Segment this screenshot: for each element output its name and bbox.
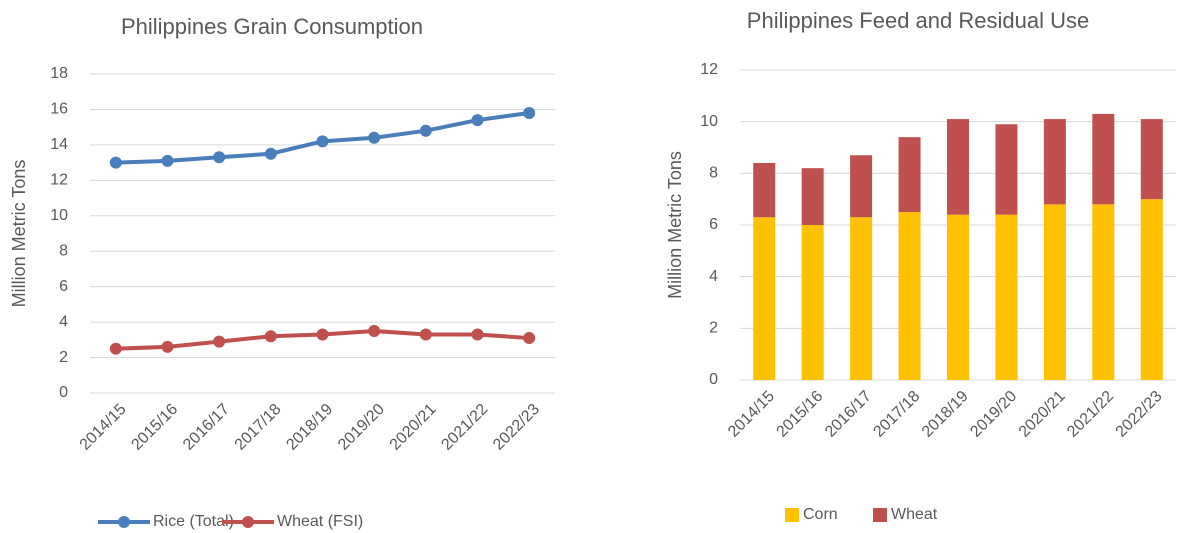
y-tick-label: 16	[50, 101, 68, 118]
bar-segment	[753, 217, 776, 380]
x-tick-label: 2016/17	[180, 401, 233, 454]
chart-title: Philippines Grain Consumption	[121, 14, 423, 39]
y-tick-label: 8	[709, 165, 718, 182]
legend-label: Corn	[803, 506, 838, 523]
y-tick-label: 14	[50, 136, 68, 153]
legend-marker	[242, 516, 254, 528]
bar-segment	[995, 214, 1018, 380]
y-tick-label: 4	[59, 313, 68, 330]
x-tick-label: 2021/22	[438, 401, 491, 454]
y-axis-title: Million Metric Tons	[665, 151, 685, 299]
y-tick-label: 8	[59, 242, 68, 259]
point	[471, 114, 484, 127]
y-tick-label: 0	[709, 371, 718, 388]
bar-segment	[753, 163, 776, 218]
bar-segment	[947, 119, 969, 215]
bar-segment	[801, 225, 824, 380]
point	[109, 342, 122, 355]
y-tick-label: 18	[50, 65, 68, 82]
y-tick-label: 10	[700, 113, 718, 130]
point	[316, 135, 329, 148]
x-tick-label: 2019/20	[335, 401, 388, 454]
point	[213, 151, 226, 164]
point	[419, 124, 432, 137]
bar-segment	[801, 168, 824, 225]
y-tick-label: 10	[50, 207, 68, 224]
legend-label: Rice (Total)	[153, 513, 234, 530]
point	[161, 154, 174, 167]
legend-label: Wheat (FSI)	[277, 513, 363, 530]
y-tick-label: 4	[709, 268, 718, 285]
bar-segment	[850, 217, 873, 380]
bar-segment	[995, 124, 1018, 215]
x-tick-label: 2022/23	[490, 401, 543, 454]
y-tick-label: 12	[700, 61, 718, 78]
x-tick-label: 2020/21	[1016, 388, 1069, 441]
x-tick-label: 2014/15	[725, 388, 778, 441]
x-tick-label: 2015/16	[128, 401, 181, 454]
bar-segment	[1043, 204, 1066, 380]
y-tick-label: 2	[59, 349, 68, 366]
x-tick-label: 2018/19	[919, 388, 972, 441]
bar-segment	[1140, 119, 1163, 200]
point	[264, 147, 277, 160]
bar-segment	[1140, 199, 1163, 380]
point	[213, 335, 226, 348]
y-tick-label: 6	[59, 278, 68, 295]
x-tick-label: 2022/23	[1113, 388, 1166, 441]
x-tick-label: 2021/22	[1064, 388, 1117, 441]
x-tick-label: 2017/18	[232, 401, 285, 454]
x-tick-label: 2017/18	[870, 388, 923, 441]
y-tick-label: 0	[59, 384, 68, 401]
point	[523, 106, 536, 119]
point	[109, 156, 122, 169]
bar-segment	[850, 155, 873, 218]
point	[523, 332, 536, 345]
chart-title: Philippines Feed and Residual Use	[747, 8, 1089, 33]
point	[368, 131, 381, 144]
point	[471, 328, 484, 341]
x-tick-label: 2014/15	[77, 401, 130, 454]
legend-label: Wheat	[891, 506, 938, 523]
point	[368, 324, 381, 337]
point	[264, 330, 277, 343]
x-tick-label: 2016/17	[822, 388, 875, 441]
x-tick-label: 2018/19	[283, 401, 336, 454]
y-tick-label: 2	[709, 320, 718, 337]
x-tick-label: 2015/16	[774, 388, 827, 441]
legend-swatch	[873, 508, 887, 522]
bar-segment	[1092, 204, 1115, 380]
y-axis-title: Million Metric Tons	[9, 160, 29, 308]
y-tick-label: 6	[709, 216, 718, 233]
legend-swatch	[785, 508, 799, 522]
legend-marker	[118, 516, 130, 528]
point	[316, 328, 329, 341]
point	[161, 340, 174, 353]
x-tick-label: 2019/20	[967, 388, 1020, 441]
x-tick-label: 2020/21	[387, 401, 440, 454]
point	[419, 328, 432, 341]
bar-segment	[898, 137, 921, 213]
bar-segment	[1043, 119, 1066, 205]
bar-segment	[1092, 113, 1115, 205]
y-tick-label: 12	[50, 172, 68, 189]
bar-segment	[947, 214, 969, 380]
bar-segment	[898, 212, 921, 380]
